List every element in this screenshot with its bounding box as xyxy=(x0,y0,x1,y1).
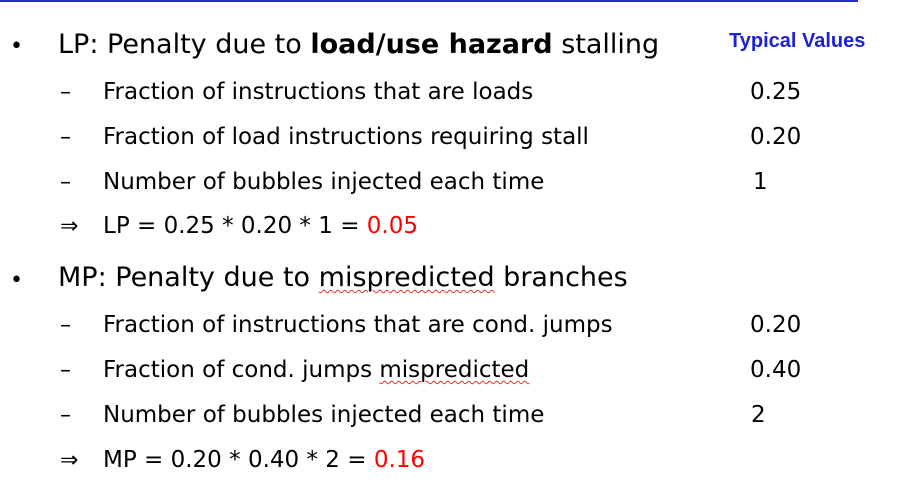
mp-item-1-text: Fraction of instructions that are cond. … xyxy=(103,312,613,338)
mp-heading-highlight: mispredicted xyxy=(318,262,495,293)
lp-item-2-text: Fraction of load instructions requiring … xyxy=(103,124,589,150)
lp-implies-arrow: ⇒ xyxy=(60,214,79,239)
lp-item-1-text: Fraction of instructions that are loads xyxy=(103,79,534,105)
lp-heading-suffix: stalling xyxy=(552,29,660,60)
lp-result-value: 0.05 xyxy=(366,213,418,239)
mp-result-expr: MP = 0.20 * 0.40 * 2 = xyxy=(103,447,374,473)
lp-item-3-text: Number of bubbles injected each time xyxy=(103,169,545,195)
lp-result-expr: LP = 0.25 * 0.20 * 1 = xyxy=(103,213,367,239)
mp-bullet: • xyxy=(10,268,23,293)
mp-implies-arrow: ⇒ xyxy=(60,448,79,473)
mp-result: MP = 0.20 * 0.40 * 2 = 0.16 xyxy=(103,449,425,472)
mp-item-3-text: Number of bubbles injected each time xyxy=(103,402,545,428)
mp-heading-prefix: MP: Penalty due to xyxy=(58,262,319,293)
mp-item-3-value: 2 xyxy=(751,402,766,428)
lp-heading: LP: Penalty due to load/use hazard stall… xyxy=(58,31,659,58)
lp-heading-highlight: load/use hazard xyxy=(310,29,553,60)
lp-item-1-dash: – xyxy=(60,80,71,105)
lp-item-1-value: 0.25 xyxy=(750,79,802,105)
mp-heading: MP: Penalty due to mispredicted branches xyxy=(58,264,628,291)
mp-item-2-text-prefix: Fraction of cond. jumps xyxy=(103,357,380,383)
lp-heading-prefix: LP: Penalty due to xyxy=(58,29,311,60)
mp-heading-suffix: branches xyxy=(494,262,628,293)
lp-item-2-dash: – xyxy=(60,125,71,150)
typical-values-header: Typical Values xyxy=(729,30,866,52)
mp-item-1-dash: – xyxy=(60,313,71,338)
lp-result: LP = 0.25 * 0.20 * 1 = 0.05 xyxy=(103,215,418,238)
mp-item-2-dash: – xyxy=(60,358,71,383)
mp-item-2-text-highlight: mispredicted xyxy=(379,357,530,383)
lp-bullet: • xyxy=(10,34,23,59)
mp-item-3-dash: – xyxy=(60,403,71,428)
mp-item-2-value: 0.40 xyxy=(750,357,802,383)
lp-item-3-value: 1 xyxy=(753,169,768,195)
lp-item-2-value: 0.20 xyxy=(750,124,802,150)
mp-result-value: 0.16 xyxy=(373,447,426,473)
mp-item-1-value: 0.20 xyxy=(750,312,802,338)
lp-item-3-dash: – xyxy=(60,170,71,195)
mp-item-2-text: Fraction of cond. jumps mispredicted xyxy=(103,359,529,382)
top-rule xyxy=(0,0,858,2)
